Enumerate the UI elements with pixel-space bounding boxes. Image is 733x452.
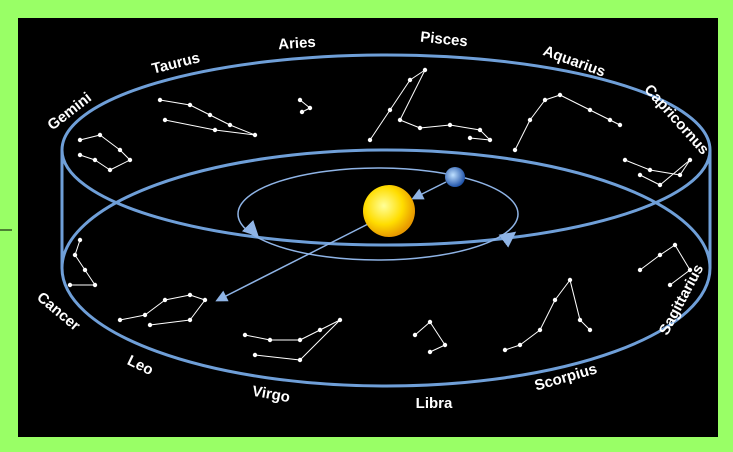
star — [618, 123, 622, 127]
sun — [363, 185, 415, 237]
star — [163, 118, 167, 122]
star — [428, 350, 432, 354]
star — [468, 136, 472, 140]
star — [638, 173, 642, 177]
earth — [445, 167, 465, 187]
star — [300, 110, 304, 114]
star — [253, 353, 257, 357]
zodiac-label: Aries — [278, 34, 317, 54]
page: {"labels": ["Gemini", "Taurus", "Aries",… — [0, 0, 733, 452]
star — [68, 283, 72, 287]
star — [588, 328, 592, 332]
star — [148, 323, 152, 327]
star — [78, 153, 82, 157]
zodiac-diagram: GeminiTaurusAriesPiscesAquariusCapricorn… — [0, 0, 733, 452]
zodiac-label: Libra — [416, 395, 453, 412]
star — [668, 283, 672, 287]
